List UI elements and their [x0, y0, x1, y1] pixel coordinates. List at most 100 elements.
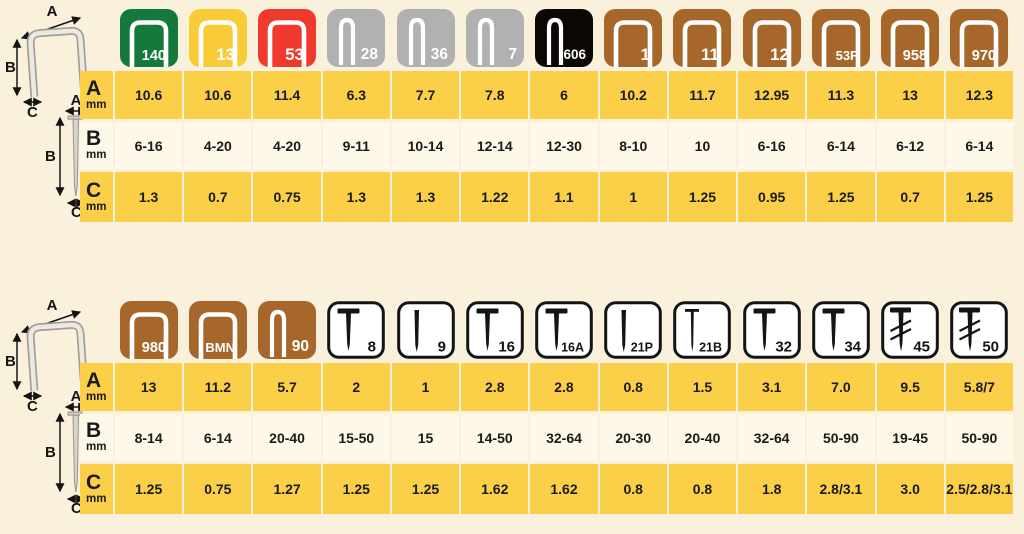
cell-value: 1.3 — [138, 189, 159, 205]
cell-value: 1.62 — [550, 481, 578, 497]
cell-45-b: 19-45 — [876, 414, 944, 461]
cell-36-b: 10-14 — [391, 122, 460, 169]
cell-value: 32-64 — [546, 429, 582, 446]
cell-value: 1.3 — [346, 189, 367, 205]
cell-7-c: 1.22 — [461, 172, 529, 222]
cell-34-b: 50-90 — [807, 414, 875, 461]
cell-958-a: 13 — [876, 71, 944, 119]
cell-value: 7.0 — [831, 379, 851, 395]
staple-wide-glyph: 11 — [673, 9, 732, 67]
cell-8-b: 15-50 — [322, 414, 390, 461]
cell-value: 2 — [352, 379, 361, 395]
cell-value: 2.8/3.1 — [819, 481, 863, 497]
icon-code-label: 53 — [285, 45, 304, 64]
cell-9-c: 1.25 — [391, 464, 460, 514]
staple-wide-970-icon: 970 — [946, 6, 1013, 68]
cell-value: 0.8 — [692, 481, 713, 497]
staple-wide-glyph: 13 — [188, 9, 247, 67]
cell-16A-b: 32-64 — [530, 414, 598, 461]
icon-code-label: 970 — [972, 48, 996, 64]
cell-8-c: 1.25 — [322, 464, 390, 514]
cell-value: 1.25 — [342, 481, 370, 497]
icon-code-label: 958 — [903, 48, 927, 64]
dim-b-label: B — [5, 353, 16, 370]
cell-value: 19-45 — [892, 429, 929, 446]
cell-980-a: 13 — [115, 363, 183, 411]
cell-value: 15 — [417, 429, 434, 446]
cell-value: 11.7 — [689, 87, 716, 103]
cell-53-c: 0.75 — [253, 172, 321, 222]
cell-value: 12.95 — [754, 87, 790, 103]
cell-value: 1 — [421, 379, 430, 395]
cell-50-b: 50-90 — [945, 414, 1013, 461]
staple-wide-BMN-icon: BMN — [184, 298, 251, 360]
staple-wide-1-icon: 1 — [600, 6, 667, 68]
icon-code-label: 7 — [508, 46, 517, 63]
cell-BMN-c: 0.75 — [184, 464, 252, 514]
nail-serrated-45-icon: 45 — [877, 298, 944, 360]
row-letter: C — [86, 470, 102, 494]
cell-BMN-b: 6-14 — [184, 414, 252, 461]
cell-1-a: 10.2 — [599, 71, 667, 119]
nail-t-glyph: 32 — [742, 301, 801, 359]
cell-value: 20-30 — [615, 429, 652, 446]
row-letter: B — [86, 419, 102, 443]
staple-narrow-glyph: 28 — [327, 9, 386, 67]
cell-value: 12-14 — [476, 137, 513, 154]
cell-value: 50-90 — [961, 429, 998, 446]
cell-value: 2.5/2.8/3.1 — [946, 481, 1013, 497]
cell-32-a: 3.1 — [738, 363, 806, 411]
cell-value: 4-20 — [273, 137, 302, 154]
cell-value: 13 — [140, 379, 157, 395]
cell-16-c: 1.62 — [461, 464, 529, 514]
cell-980-b: 8-14 — [115, 414, 183, 461]
row-unit: mm — [86, 149, 107, 162]
cell-value: 0.8 — [623, 481, 643, 497]
staple-narrow-7-icon: 7 — [461, 6, 528, 68]
cell-value: 0.7 — [900, 189, 920, 205]
cell-value: 14-50 — [476, 429, 513, 446]
cell-12-a: 12.95 — [738, 71, 806, 119]
cell-1-c: 1 — [599, 172, 667, 222]
staple-wide-glyph: 958 — [881, 9, 940, 67]
cell-value: 1.25 — [134, 481, 163, 497]
icon-code-label: 53F — [836, 48, 858, 63]
icon-code-label: 12 — [770, 45, 789, 64]
cell-value: 6-16 — [134, 137, 163, 154]
staple-narrow-glyph: 36 — [396, 9, 455, 67]
corner-spacer — [80, 6, 113, 68]
cell-value: 11.4 — [273, 87, 301, 103]
cell-value: 32-64 — [753, 429, 790, 446]
icon-code-label: 13 — [216, 45, 235, 64]
cell-value: 6-14 — [826, 137, 855, 154]
cell-value: 6-14 — [965, 137, 994, 154]
cell-value: 20-40 — [269, 429, 305, 446]
staple-illustration — [26, 320, 88, 391]
cell-value: 5.8/7 — [963, 379, 995, 395]
cell-980-c: 1.25 — [115, 464, 183, 514]
icon-code-label: 16 — [498, 339, 515, 356]
cell-value: 4-20 — [203, 137, 232, 154]
icon-code-label: 140 — [141, 48, 165, 64]
icon-code-label: 21B — [700, 341, 723, 355]
staple-dimension-diagram: A B C — [4, 296, 108, 419]
cell-value: 1.22 — [481, 189, 509, 205]
dim-b-label: B — [45, 148, 56, 165]
dim-c-label: C — [27, 398, 38, 414]
cell-90-c: 1.27 — [253, 464, 321, 514]
cell-value: 1.25 — [688, 189, 717, 205]
cell-value: 11.3 — [827, 87, 855, 103]
staple-narrow-glyph: 7 — [465, 9, 524, 67]
cell-7-b: 12-14 — [461, 122, 529, 169]
cell-value: 12.3 — [965, 87, 993, 103]
cell-13-c: 0.7 — [184, 172, 252, 222]
staple-wide-glyph: 980 — [119, 301, 178, 359]
cell-value: 6 — [560, 87, 568, 103]
cell-53F-a: 11.3 — [807, 71, 875, 119]
cell-value: 3.1 — [761, 379, 782, 395]
cell-value: 9-11 — [342, 137, 370, 154]
cell-16A-c: 1.62 — [530, 464, 598, 514]
icon-code-label: 28 — [361, 46, 379, 63]
cell-value: 1.3 — [415, 189, 436, 205]
icon-code-label: 8 — [368, 339, 376, 356]
